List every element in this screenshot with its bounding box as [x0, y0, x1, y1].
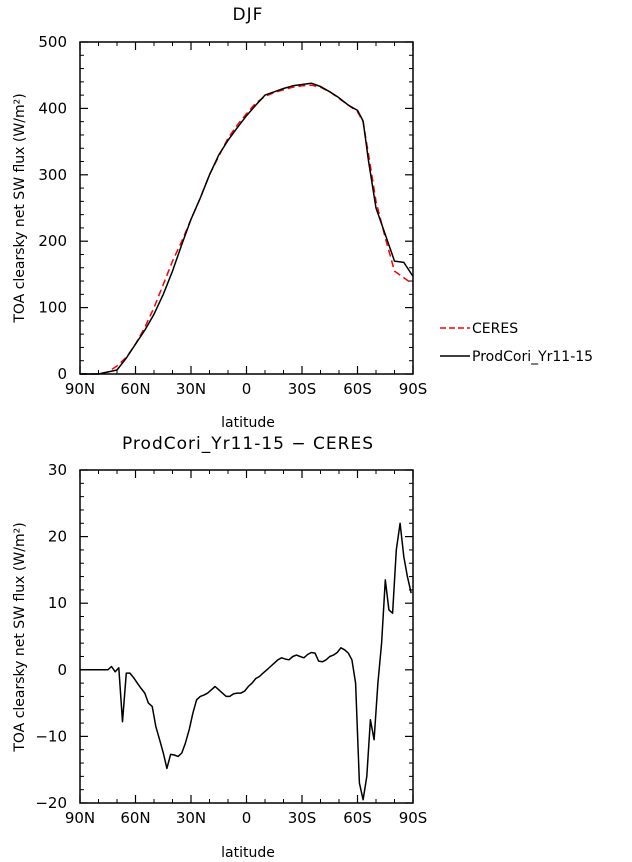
bottom-series-line-difference: [80, 522, 412, 801]
top-x-tick-label: 30S: [288, 380, 317, 398]
top-series-line-ceres: [80, 84, 414, 375]
bottom-y-tick-label: −20: [35, 794, 67, 812]
top-x-tick-label: 0: [242, 380, 252, 398]
bottom-x-tick-label: 60S: [343, 809, 372, 827]
bottom-panel: ProdCori_Yr11-15 − CERES 90N 60N 30N 0 30S 60…: [12, 434, 427, 861]
top-x-tick-label: 90N: [65, 380, 95, 398]
top-y-axis-label: TOA clearsky net SW flux (W/m²): [12, 93, 28, 323]
top-y-tick-label: 300: [38, 166, 67, 184]
bottom-y-axis-label: TOA clearsky net SW flux (W/m²): [12, 522, 28, 752]
top-x-tick-label: 60S: [343, 380, 372, 398]
bottom-y-tick-label: 30: [48, 461, 67, 479]
bottom-y-tick-label: 10: [48, 594, 67, 612]
top-y-tick-label: 200: [38, 232, 67, 250]
top-y-tick-label: 0: [57, 365, 67, 383]
top-x-axis-label: latitude: [221, 415, 275, 431]
bottom-x-tick-label: 30S: [288, 809, 317, 827]
top-plot-frame: [79, 41, 414, 375]
bottom-x-tick-label: 60N: [120, 809, 150, 827]
top-y-tick-label: 500: [38, 33, 67, 51]
bottom-x-tick-label: 0: [242, 809, 252, 827]
top-panel: DJF 90N 60N 30N 0 30S 60S 90S0100200300400500 …: [12, 5, 593, 431]
bottom-y-tick-label: 20: [48, 528, 67, 546]
legend: CERES ProdCori_Yr11-15: [440, 321, 593, 365]
bottom-x-tick-label: 30N: [176, 809, 206, 827]
top-chart-title: DJF: [233, 5, 264, 25]
bottom-x-tick-label: 90N: [65, 809, 95, 827]
top-x-tick-label: 60N: [120, 380, 150, 398]
bottom-y-tick-label: 0: [57, 661, 67, 679]
bottom-y-tick-label: −10: [35, 727, 67, 745]
top-y-tick-label: 100: [38, 299, 67, 317]
bottom-plot-frame: [79, 469, 414, 804]
top-y-tick-label: 400: [38, 99, 67, 117]
legend-label-ceres: CERES: [472, 321, 518, 337]
bottom-chart-title: ProdCori_Yr11-15 − CERES: [122, 434, 374, 454]
bottom-x-tick-label: 90S: [399, 809, 428, 827]
bottom-x-axis-label: latitude: [221, 845, 275, 861]
top-x-tick-label: 90S: [399, 380, 428, 398]
top-series-line-prodcori-yr11-15: [80, 82, 414, 375]
top-x-tick-label: 30N: [176, 380, 206, 398]
legend-label-prodcori: ProdCori_Yr11-15: [472, 349, 593, 365]
